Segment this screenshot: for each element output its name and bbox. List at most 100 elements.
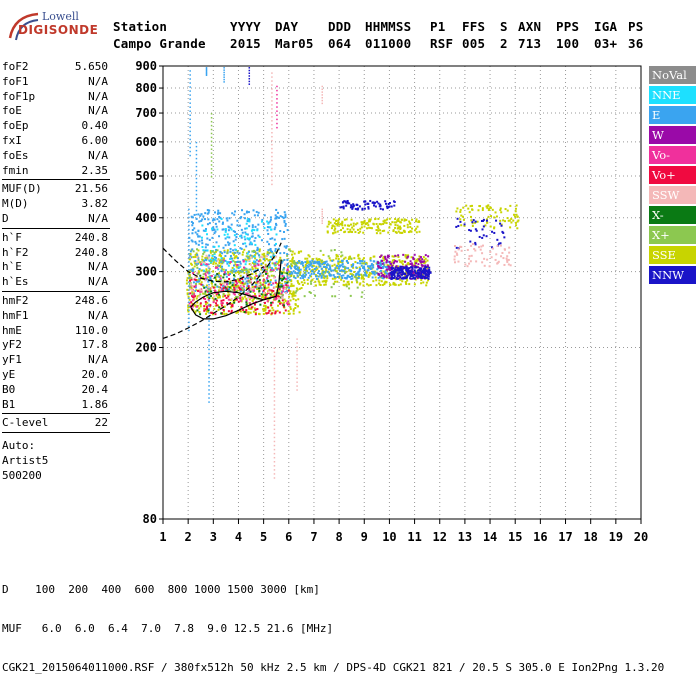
param-name: hmE bbox=[2, 323, 22, 337]
trace-point bbox=[210, 124, 213, 127]
echo-point bbox=[261, 218, 264, 221]
trace-point bbox=[273, 375, 276, 378]
echo-point bbox=[290, 267, 293, 270]
echo-point bbox=[304, 275, 307, 278]
trace-point bbox=[195, 145, 198, 148]
echo-point bbox=[361, 221, 364, 224]
echo-point bbox=[391, 259, 394, 262]
echo-point bbox=[204, 229, 207, 232]
echo-point bbox=[362, 274, 365, 277]
echo-point bbox=[189, 276, 192, 279]
echo-point bbox=[347, 261, 350, 264]
echo-point bbox=[227, 225, 230, 228]
echo-point bbox=[499, 209, 502, 212]
trace-point bbox=[208, 368, 210, 371]
echo-point bbox=[354, 274, 357, 277]
param-separator bbox=[2, 413, 110, 415]
echo-point bbox=[224, 230, 227, 233]
echo-point bbox=[210, 260, 213, 263]
echo-point bbox=[216, 266, 219, 269]
trace-point bbox=[271, 96, 273, 98]
echo-point bbox=[352, 263, 355, 266]
echo-point bbox=[204, 249, 207, 252]
echo-point bbox=[245, 311, 248, 314]
echo-point bbox=[190, 278, 193, 281]
echo-point bbox=[394, 223, 397, 226]
echo-point bbox=[188, 302, 191, 305]
echo-point bbox=[313, 272, 316, 275]
echo-point bbox=[262, 279, 265, 282]
echo-point bbox=[420, 282, 423, 285]
echo-point bbox=[388, 283, 391, 286]
echo-point bbox=[230, 309, 233, 312]
echo-point bbox=[229, 250, 232, 253]
echo-point bbox=[383, 270, 386, 273]
echo-point bbox=[228, 262, 231, 265]
echo-point bbox=[402, 265, 405, 268]
echo-point bbox=[290, 283, 293, 286]
echo-point bbox=[474, 220, 477, 223]
echo-point bbox=[486, 204, 489, 207]
echo-point bbox=[212, 270, 215, 273]
echo-point bbox=[364, 270, 367, 273]
echo-point bbox=[502, 231, 505, 234]
legend-item-ssw: SSW bbox=[649, 186, 696, 204]
x-tick-label: 8 bbox=[335, 530, 342, 544]
echo-point bbox=[321, 272, 324, 275]
echo-point bbox=[341, 220, 344, 223]
trace-point bbox=[195, 149, 198, 152]
echo-point bbox=[410, 266, 413, 269]
profile-curve-solid bbox=[190, 295, 277, 320]
echo-point bbox=[286, 303, 289, 306]
echo-point bbox=[337, 219, 340, 222]
echo-point bbox=[210, 257, 213, 260]
echo-point bbox=[333, 263, 336, 266]
echo-point bbox=[193, 304, 196, 307]
echo-point bbox=[224, 288, 227, 291]
echo-point bbox=[224, 237, 227, 240]
echo-point bbox=[240, 306, 243, 309]
echo-point bbox=[199, 288, 202, 291]
legend-item-nne: NNE bbox=[649, 86, 696, 104]
echo-point bbox=[340, 274, 343, 277]
echo-point bbox=[227, 285, 230, 288]
echo-point bbox=[194, 253, 197, 256]
echo-point bbox=[417, 273, 420, 276]
echo-point bbox=[400, 268, 403, 271]
echo-point bbox=[185, 279, 188, 282]
echo-point bbox=[229, 270, 232, 273]
echo-point bbox=[423, 277, 426, 280]
echo-point bbox=[276, 282, 279, 285]
echo-point bbox=[468, 262, 471, 265]
echo-point bbox=[289, 250, 292, 253]
echo-point bbox=[268, 309, 271, 312]
echo-point bbox=[211, 254, 214, 257]
echo-point bbox=[391, 221, 394, 224]
echo-point bbox=[278, 299, 281, 302]
echo-point bbox=[360, 221, 363, 224]
echo-point bbox=[342, 269, 345, 272]
echo-point bbox=[381, 284, 384, 287]
echo-point bbox=[474, 221, 477, 224]
echo-point bbox=[229, 257, 232, 260]
echo-point bbox=[322, 265, 325, 268]
echo-point bbox=[330, 269, 333, 272]
echo-point bbox=[243, 248, 246, 251]
echo-point bbox=[252, 287, 255, 290]
echo-point bbox=[369, 259, 372, 262]
param-value: N/A bbox=[88, 275, 108, 289]
param-value: 248.6 bbox=[74, 294, 108, 307]
trace-point bbox=[271, 175, 273, 178]
echo-point bbox=[394, 259, 397, 262]
echo-point bbox=[275, 242, 278, 245]
echo-point bbox=[260, 239, 263, 242]
echo-point bbox=[211, 227, 214, 230]
echo-point bbox=[481, 228, 484, 231]
echo-points bbox=[185, 67, 520, 479]
echo-point bbox=[324, 265, 327, 268]
echo-point bbox=[294, 291, 297, 294]
echo-point bbox=[516, 227, 519, 230]
echo-point bbox=[192, 292, 195, 295]
echo-point bbox=[505, 257, 508, 260]
echo-point bbox=[281, 293, 284, 296]
